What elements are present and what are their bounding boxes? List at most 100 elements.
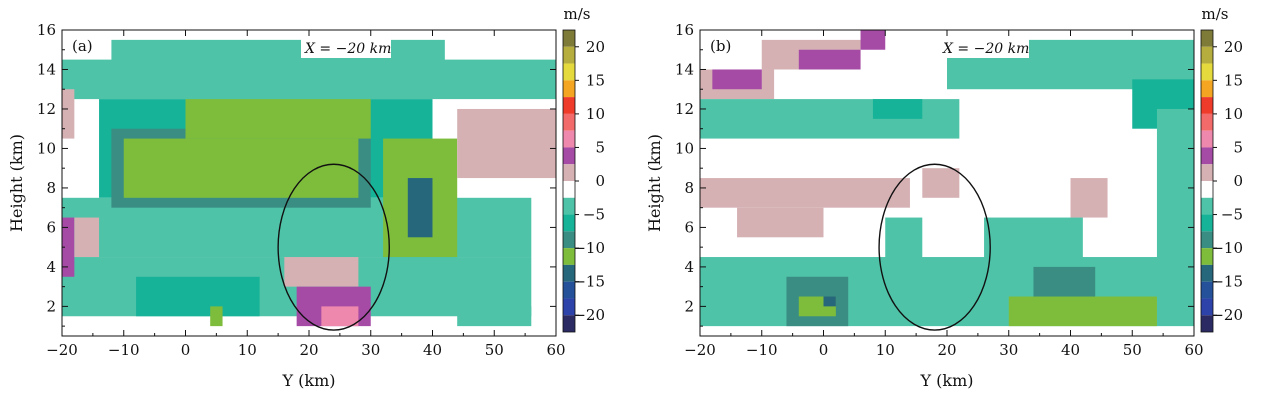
y-tick-label: 12 <box>675 100 694 118</box>
x-tick-label: 0 <box>819 341 829 359</box>
colorbar-swatch <box>1201 63 1213 81</box>
colorbar-swatch <box>563 248 575 265</box>
heatmap-cell <box>700 178 910 208</box>
colorbar-swatch <box>1201 113 1213 131</box>
heatmap-cell <box>284 257 359 287</box>
colorbar-swatch <box>563 30 575 47</box>
colorbar-swatch <box>563 130 575 148</box>
y-tick-label: 4 <box>684 258 694 276</box>
y-tick-label: 10 <box>675 139 694 157</box>
colorbar-swatch <box>1201 147 1213 165</box>
y-tick-label: 12 <box>37 100 56 118</box>
colorbar-swatch <box>563 147 575 165</box>
y-tick-label: 16 <box>675 21 694 39</box>
heatmap-cell <box>62 89 75 139</box>
heatmap-cell <box>407 178 433 238</box>
colorbar-tick-label: −15 <box>1211 273 1243 291</box>
colorbar-tick-label: 15 <box>586 71 605 89</box>
heatmap-cell <box>136 276 260 317</box>
heatmap-cell <box>823 296 836 307</box>
x-tick-label: 10 <box>238 341 257 359</box>
heatmap-cell <box>1033 266 1096 297</box>
heatmap-cell <box>74 217 100 258</box>
colorbar-tick-label: −5 <box>1221 206 1243 224</box>
colorbar-tick-label: −20 <box>1211 306 1243 324</box>
colorbar-swatch <box>563 214 575 232</box>
panel-label: (a) <box>72 37 93 55</box>
heatmap-cell <box>321 306 359 327</box>
colorbar-swatch <box>1201 315 1213 332</box>
colorbar-tick-label: 0 <box>595 172 605 190</box>
highlight-ellipse <box>878 163 991 331</box>
colorbar-swatch <box>1201 214 1213 232</box>
colorbar-tick-label: −10 <box>573 239 605 257</box>
y-tick-label: 14 <box>675 60 694 78</box>
colorbar-swatch <box>1201 197 1213 215</box>
heatmap-cell <box>712 69 762 90</box>
x-tick-label: 20 <box>299 341 318 359</box>
colorbar-a: 20 15 10 5 0 −5 −10 −15 −20 m/s <box>562 5 605 333</box>
colorbar-swatch <box>1201 281 1213 299</box>
colorbar-swatch <box>1201 46 1213 64</box>
colorbar-swatch <box>563 298 575 316</box>
heatmap-cell <box>123 138 359 198</box>
heatmap-cell <box>111 39 445 80</box>
heatmap-cell <box>1070 178 1108 218</box>
colorbar-swatch <box>1201 248 1213 265</box>
colorbar-swatch <box>563 281 575 299</box>
x-axis-label: Y (km) <box>920 371 974 390</box>
x-tick-label: −20 <box>46 341 78 359</box>
y-tick-label: 6 <box>684 218 694 236</box>
x-tick-label: 40 <box>423 341 442 359</box>
colorbar-swatch <box>1201 264 1213 282</box>
y-tick-label: 14 <box>37 60 56 78</box>
x-tick-label: 60 <box>1184 341 1203 359</box>
x-tick-label: 60 <box>546 341 565 359</box>
colorbar-tick-label: 10 <box>1224 105 1243 123</box>
colorbar-tick-label: 5 <box>595 138 605 156</box>
colorbar-swatch <box>563 181 575 198</box>
y-axis-label: Height (km) <box>645 134 664 232</box>
colorbar-swatch <box>563 197 575 215</box>
colorbar-tick-label: 20 <box>1224 38 1243 56</box>
colorbar-tick-label: 15 <box>1224 71 1243 89</box>
y-tick-label: 4 <box>46 258 56 276</box>
colorbar-swatch <box>563 315 575 332</box>
heatmap-cell <box>1008 296 1157 327</box>
colorbar-swatch <box>563 97 575 114</box>
colorbar-swatch <box>1201 80 1213 98</box>
colorbar-swatch <box>1201 298 1213 316</box>
x-tick-label: 30 <box>999 341 1018 359</box>
heatmap-cell <box>62 217 75 277</box>
colorbar-tick-label: 10 <box>586 105 605 123</box>
colorbar-swatch <box>1201 164 1213 181</box>
highlight-ellipse <box>277 163 390 331</box>
heatmap-cell <box>185 99 371 139</box>
heatmap-cell <box>798 49 861 70</box>
x-tick-label: 10 <box>876 341 895 359</box>
colorbar-unit: m/s <box>1202 5 1229 23</box>
colorbar-swatch <box>1201 97 1213 114</box>
colorbar-swatch <box>563 80 575 98</box>
annotation-background <box>939 38 1029 58</box>
heatmap-cells <box>700 30 1194 327</box>
heatmap-cells <box>62 39 556 327</box>
panel-a: −20 −10 0 10 20 30 40 50 60 2 4 6 8 10 12 14 16 Y (km) Hei… <box>7 21 566 390</box>
colorbar-tick-label: 0 <box>1233 172 1243 190</box>
colorbar-swatch <box>563 63 575 81</box>
heatmap-cell <box>860 30 886 50</box>
x-tick-label: 50 <box>1123 341 1142 359</box>
colorbar-swatch <box>1201 30 1213 47</box>
heatmap-cell <box>922 168 960 198</box>
panel-b: −20 −10 0 10 20 30 40 50 60 2 4 6 8 10 12 14 16 Y (km) Hei… <box>645 21 1204 390</box>
y-tick-label: 6 <box>46 218 56 236</box>
y-tick-label: 16 <box>37 21 56 39</box>
y-tick-label: 2 <box>46 297 56 315</box>
heatmap-cell <box>737 207 824 238</box>
x-tick-label: −10 <box>108 341 140 359</box>
x-axis-label: Y (km) <box>282 371 336 390</box>
colorbar-tick-label: −20 <box>573 306 605 324</box>
colorbar-swatch <box>563 231 575 249</box>
colorbar-tick-label: −10 <box>1211 239 1243 257</box>
